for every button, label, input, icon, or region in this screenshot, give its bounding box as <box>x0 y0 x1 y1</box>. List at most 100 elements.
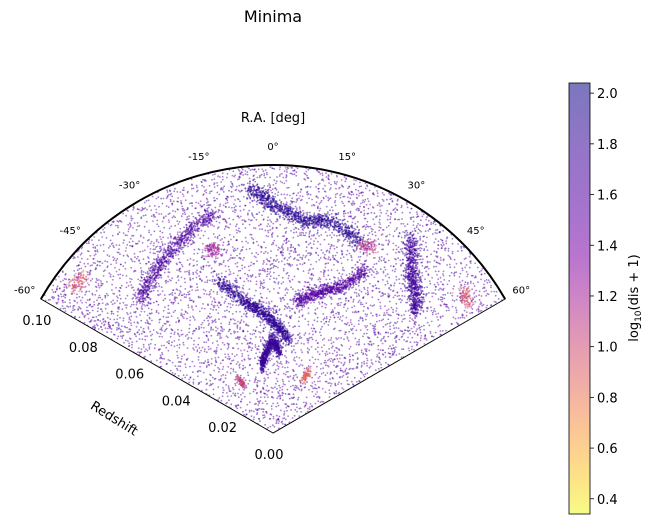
scatter-point <box>214 326 217 329</box>
scatter-point <box>212 328 215 331</box>
scatter-point <box>307 168 310 171</box>
scatter-point <box>207 345 210 348</box>
scatter-point <box>287 305 290 308</box>
scatter-point <box>179 365 182 368</box>
scatter-point <box>61 290 64 293</box>
scatter-point <box>346 258 349 261</box>
scatter-point <box>189 262 191 265</box>
scatter-point <box>291 350 293 352</box>
scatter-point <box>250 349 253 352</box>
scatter-point <box>377 298 380 301</box>
scatter-point <box>341 387 344 389</box>
scatter-point <box>305 232 307 234</box>
scatter-point <box>230 403 233 406</box>
scatter-point <box>322 313 325 315</box>
scatter-point <box>97 328 100 330</box>
scatter-point <box>204 289 207 292</box>
scatter-point <box>216 227 219 230</box>
scatter-point <box>223 328 225 331</box>
scatter-point <box>198 248 201 251</box>
scatter-point <box>169 293 172 295</box>
scatter-point <box>294 250 297 253</box>
scatter-point <box>294 384 297 387</box>
scatter-point <box>237 336 240 339</box>
scatter-point <box>243 280 246 283</box>
scatter-point <box>236 354 238 356</box>
scatter-point <box>331 346 333 349</box>
scatter-point <box>286 193 289 196</box>
scatter-point <box>413 325 415 328</box>
scatter-point <box>318 303 321 305</box>
scatter-point <box>220 181 223 183</box>
scatter-point <box>458 276 461 278</box>
scatter-point <box>92 257 95 260</box>
scatter-point <box>330 357 333 360</box>
scatter-point <box>106 260 109 263</box>
scatter-point <box>323 302 326 305</box>
scatter-point <box>236 261 239 264</box>
scatter-point <box>206 204 209 207</box>
scatter-point <box>392 235 395 238</box>
scatter-point <box>412 224 415 227</box>
scatter-point <box>192 187 195 190</box>
scatter-point <box>363 249 366 252</box>
scatter-point <box>387 308 390 311</box>
scatter-point <box>181 377 184 380</box>
scatter-point <box>170 332 173 335</box>
scatter-point <box>249 333 252 335</box>
scatter-point <box>255 326 258 328</box>
scatter-point <box>301 308 303 311</box>
scatter-point <box>59 280 62 283</box>
scatter-point <box>323 270 326 273</box>
scatter-point <box>229 223 232 226</box>
scatter-point <box>469 312 471 314</box>
scatter-point <box>186 216 189 218</box>
scatter-point <box>213 270 216 273</box>
scatter-point <box>295 201 298 204</box>
scatter-point <box>329 209 331 212</box>
scatter-point <box>148 239 150 241</box>
scatter-point <box>180 333 183 336</box>
scatter-point <box>51 296 53 299</box>
scatter-point <box>182 209 185 212</box>
scatter-point <box>112 244 115 247</box>
scatter-point <box>144 350 146 353</box>
scatter-point <box>274 193 277 195</box>
scatter-point <box>256 260 258 262</box>
scatter-point <box>171 361 174 364</box>
scatter-point <box>214 364 217 367</box>
scatter-point <box>342 371 345 373</box>
scatter-point <box>279 297 282 299</box>
scatter-point <box>257 253 259 256</box>
scatter-point <box>97 284 100 287</box>
scatter-point <box>411 230 414 233</box>
scatter-point <box>148 316 151 319</box>
scatter-point <box>155 309 158 312</box>
scatter-point <box>351 367 354 370</box>
scatter-point <box>427 229 430 232</box>
scatter-point <box>110 223 113 226</box>
scatter-point <box>195 184 198 187</box>
scatter-point <box>96 249 99 252</box>
scatter-point <box>440 243 443 246</box>
scatter-point <box>352 200 355 203</box>
scatter-point <box>188 378 191 381</box>
scatter-point <box>431 233 434 235</box>
scatter-point <box>139 234 142 237</box>
scatter-point <box>267 426 269 429</box>
scatter-point <box>330 172 333 175</box>
scatter-point <box>186 317 188 320</box>
scatter-point <box>208 331 211 334</box>
scatter-point <box>101 310 104 313</box>
scatter-point <box>203 348 206 351</box>
scatter-point <box>174 216 177 219</box>
scatter-point <box>232 392 235 395</box>
scatter-point <box>383 335 385 338</box>
scatter-point <box>288 325 291 327</box>
scatter-point <box>266 225 269 228</box>
scatter-point <box>232 347 234 350</box>
scatter-point <box>160 197 163 200</box>
scatter-point <box>283 193 286 196</box>
scatter-point <box>158 285 161 288</box>
scatter-point <box>389 216 392 218</box>
